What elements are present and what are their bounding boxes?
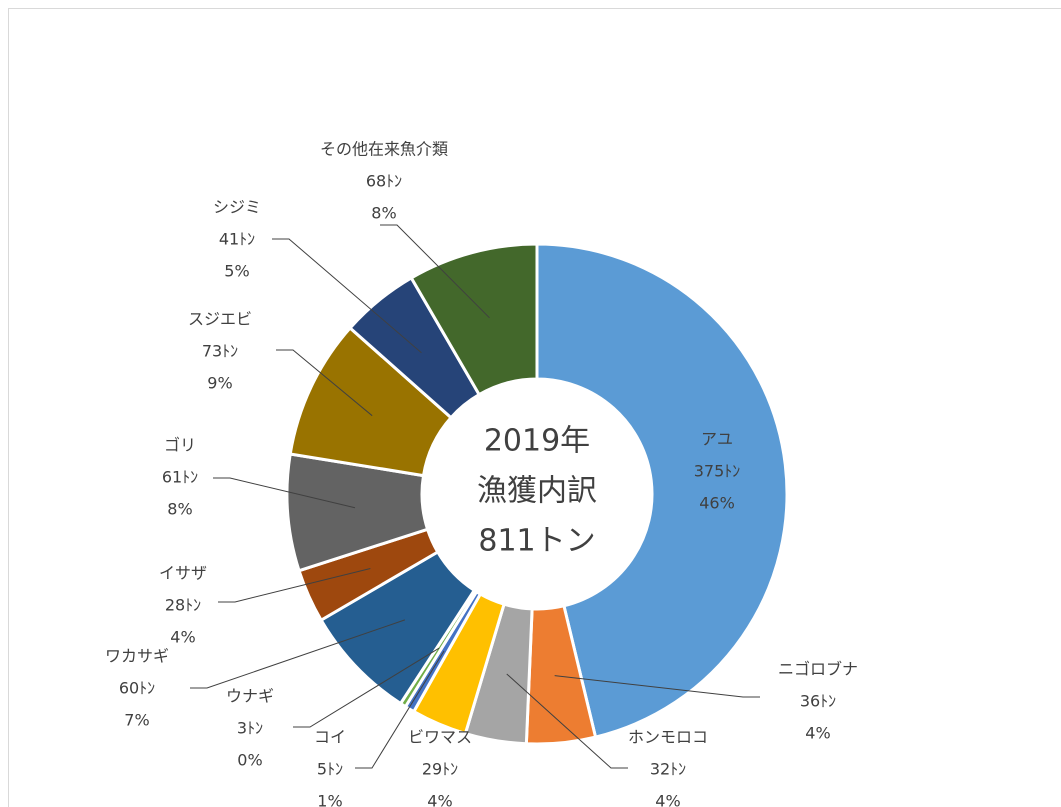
data-label-name: ビワマス (408, 728, 472, 747)
data-label-name: コイ (314, 728, 346, 747)
data-label-value: 3ﾄﾝ (237, 719, 263, 738)
data-label-name: ゴリ (164, 436, 196, 455)
data-label-value: 61ﾄﾝ (162, 468, 198, 487)
wedge (535, 242, 789, 739)
data-label-percent: 4% (655, 792, 680, 807)
center-title: 811トン (478, 524, 595, 559)
data-label-value: 28ﾄﾝ (165, 596, 201, 615)
data-label-percent: 5% (224, 262, 249, 281)
leader-line (276, 349, 373, 417)
leader-line (293, 647, 440, 728)
data-label-name: ワカサギ (105, 647, 169, 666)
data-label-value: 60ﾄﾝ (119, 679, 155, 698)
data-label-percent: 4% (427, 792, 452, 807)
leader-line (506, 673, 628, 769)
data-label-value: 375ﾄﾝ (694, 462, 741, 481)
data-label-percent: 4% (170, 628, 195, 647)
data-label-percent: 0% (237, 751, 262, 770)
leader-line (272, 238, 422, 354)
data-label-percent: 9% (207, 374, 232, 393)
data-label-name: ニゴロブナ (778, 660, 858, 679)
data-label-value: 68ﾄﾝ (366, 172, 402, 191)
data-label-percent: 7% (124, 711, 149, 730)
leader-line (190, 619, 406, 689)
data-label-percent: 8% (371, 204, 396, 223)
leader-line (218, 567, 371, 603)
data-label-percent: 46% (699, 494, 735, 513)
data-label-name: イサザ (159, 564, 207, 583)
data-label-name: アユ (701, 430, 733, 449)
data-label-name: スジエビ (188, 310, 252, 329)
data-label-value: 5ﾄﾝ (317, 760, 343, 779)
wedge (409, 242, 539, 397)
data-label-name: シジミ (213, 198, 261, 217)
data-label-value: 32ﾄﾝ (650, 760, 686, 779)
data-label-value: 36ﾄﾝ (800, 692, 836, 711)
leader-line (355, 650, 445, 769)
leader-line (213, 477, 356, 509)
data-label-value: 29ﾄﾝ (422, 760, 458, 779)
center-title: 2019年 (484, 424, 590, 459)
data-label-name: ホンモロコ (628, 728, 708, 747)
data-label-name: ウナギ (226, 687, 274, 706)
data-label-value: 73ﾄﾝ (202, 342, 238, 361)
data-label-percent: 8% (167, 500, 192, 519)
data-label-value: 41ﾄﾝ (219, 230, 255, 249)
center-title: 漁獲内訳 (477, 474, 597, 509)
leader-line (380, 224, 490, 319)
data-label-name: その他在来魚介類 (320, 140, 448, 159)
leader-line (554, 675, 760, 698)
data-label-percent: 1% (317, 792, 342, 807)
data-label-percent: 4% (805, 724, 830, 743)
